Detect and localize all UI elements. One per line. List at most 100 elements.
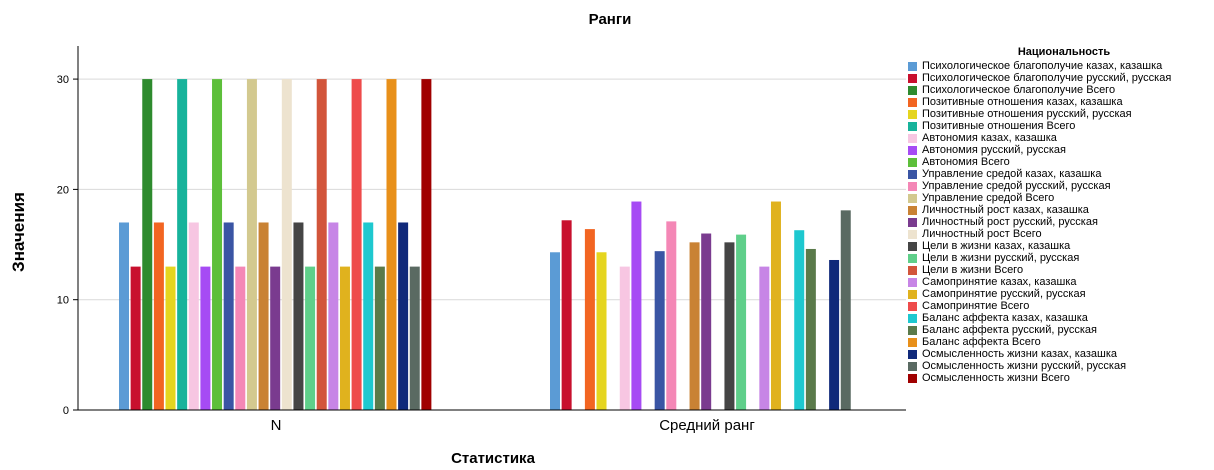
x-category-label: N	[271, 417, 282, 434]
y-axis-ticks: 0 10 20 30	[57, 74, 78, 417]
legend-item: Психологическое благополучие Всего	[908, 84, 1210, 96]
legend-label: Психологическое благополучие казах, каза…	[922, 60, 1163, 72]
bar	[689, 242, 700, 410]
legend-swatch	[908, 326, 917, 335]
bar	[840, 210, 851, 410]
legend-label: Управление средой казах, казашка	[922, 168, 1102, 180]
legend-item: Психологическое благополучие русский, ру…	[908, 72, 1210, 84]
bar	[398, 222, 409, 410]
legend-label: Психологическое благополучие русский, ру…	[922, 72, 1172, 84]
legend-item: Автономия русский, русская	[908, 144, 1210, 156]
legend-items: Психологическое благополучие казах, каза…	[908, 60, 1210, 384]
gridlines	[78, 78, 906, 301]
legend-swatch	[908, 158, 917, 167]
legend-label: Цели в жизни русский, русская	[922, 252, 1080, 264]
legend-label: Личностный рост Всего	[922, 228, 1042, 240]
bar	[188, 222, 199, 410]
bar	[153, 222, 164, 410]
legend-label: Самопринятие казах, казашка	[922, 276, 1077, 288]
legend-swatch	[908, 242, 917, 251]
bar	[119, 222, 129, 410]
legend-item: Личностный рост казах, казашка	[908, 204, 1210, 216]
legend-item: Осмысленность жизни Всего	[908, 372, 1210, 384]
legend-item: Психологическое благополучие казах, каза…	[908, 60, 1210, 72]
x-axis-categories: N Средний ранг	[271, 417, 756, 434]
legend-swatch	[908, 98, 917, 107]
legend-item: Осмысленность жизни русский, русская	[908, 361, 1210, 372]
legend-label: Автономия Всего	[922, 156, 1010, 168]
legend-label: Автономия русский, русская	[922, 144, 1066, 156]
legend-label: Позитивные отношения казах, казашка	[922, 96, 1123, 108]
legend-item: Управление средой Всего	[908, 192, 1210, 204]
bar	[421, 79, 432, 410]
legend-swatch	[908, 314, 917, 323]
bar	[596, 252, 607, 410]
bar	[409, 266, 420, 410]
legend-label: Психологическое благополучие Всего	[922, 84, 1116, 96]
legend-label: Баланс аффекта Всего	[922, 336, 1041, 348]
legend-item: Позитивные отношения Всего	[908, 121, 1210, 132]
legend-item: Личностный рост Всего	[908, 228, 1210, 240]
legend-item: Цели в жизни Всего	[908, 265, 1210, 276]
bar	[794, 230, 805, 410]
legend-title: Национальность	[1017, 46, 1111, 58]
legend-item: Самопринятие казах, казашка	[908, 276, 1210, 288]
legend-swatch	[908, 194, 917, 203]
legend-label: Управление средой русский, русская	[922, 180, 1111, 192]
bar	[258, 222, 269, 410]
legend-label: Управление средой Всего	[922, 192, 1055, 204]
bar	[805, 248, 816, 410]
bar	[770, 201, 781, 410]
bar	[165, 266, 176, 410]
legend-item: Личностный рост русский, русская	[908, 217, 1210, 228]
legend-item: Осмысленность жизни казах, казашка	[908, 349, 1210, 360]
legend-swatch	[908, 362, 917, 371]
bar	[829, 259, 840, 410]
legend-swatch	[908, 350, 917, 359]
legend-swatch	[908, 278, 917, 287]
legend-item: Автономия казах, казашка	[908, 133, 1210, 144]
bar	[759, 266, 770, 410]
legend-item: Позитивные отношения русский, русская	[908, 108, 1210, 120]
legend-swatch	[908, 374, 917, 383]
legend-swatch	[908, 86, 917, 95]
legend-swatch	[908, 62, 917, 71]
legend-label: Личностный рост казах, казашка	[922, 204, 1089, 216]
bar	[235, 266, 246, 410]
bar	[363, 222, 374, 410]
chart-title: Ранги	[589, 11, 632, 28]
bar	[246, 79, 257, 410]
bar	[736, 234, 747, 410]
bar-chart: Ранги Значения Статистика 0 10 20 30 N Средн…	[9, 11, 906, 467]
legend: Национальность Психологическое благополу…	[908, 46, 1210, 384]
legend-swatch	[908, 110, 917, 119]
legend-swatch	[908, 302, 917, 311]
bar	[212, 79, 223, 410]
bar	[293, 222, 304, 410]
y-tick-label: 0	[63, 405, 69, 417]
legend-label: Осмысленность жизни Всего	[922, 372, 1070, 384]
legend-label: Позитивные отношения русский, русская	[922, 108, 1132, 120]
bar	[328, 222, 339, 410]
legend-swatch	[908, 218, 917, 227]
legend-swatch	[908, 266, 917, 275]
y-tick-label: 10	[57, 295, 69, 307]
bar	[701, 233, 712, 410]
bar	[724, 242, 735, 410]
legend-item: Позитивные отношения казах, казашка	[908, 96, 1210, 108]
legend-swatch	[908, 206, 917, 215]
bar	[666, 221, 677, 410]
legend-label: Цели в жизни казах, казашка	[922, 240, 1071, 252]
legend-swatch	[908, 122, 917, 131]
legend-item: Цели в жизни казах, казашка	[908, 240, 1210, 252]
legend-swatch	[908, 338, 917, 347]
legend-item: Самопринятие русский, русская	[908, 289, 1210, 300]
legend-item: Баланс аффекта Всего	[908, 336, 1210, 348]
legend-label: Баланс аффекта русский, русская	[922, 324, 1097, 336]
x-axis-title: Статистика	[451, 450, 536, 467]
y-tick-label: 20	[57, 184, 69, 196]
bar	[550, 252, 560, 410]
bar	[281, 79, 292, 410]
legend-swatch	[908, 146, 917, 155]
bar	[386, 79, 397, 410]
